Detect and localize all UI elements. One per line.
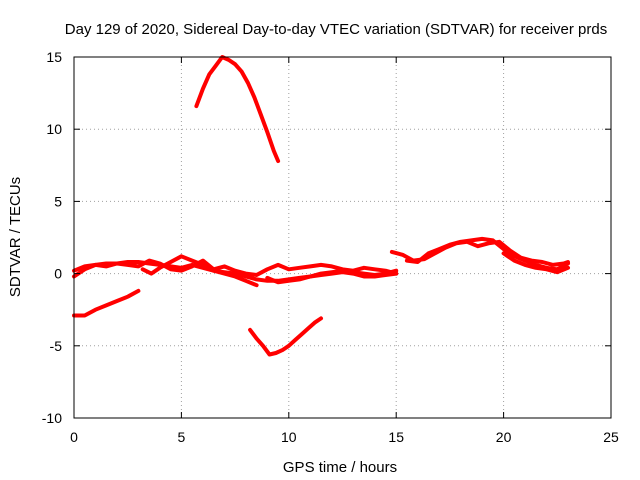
- y-tick-label: 5: [54, 193, 62, 209]
- y-axis-label: SDTVAR / TECUs: [7, 177, 24, 297]
- x-tick-label: 0: [70, 429, 78, 445]
- tick-labels: 0 5 10 15 20 25 -10 -5 0 5 10 15: [42, 49, 619, 445]
- series-line-track-2: [72, 258, 399, 279]
- y-tick-label: 15: [46, 49, 62, 65]
- series-layer: [72, 55, 570, 357]
- series-line-arc-upper: [194, 55, 281, 163]
- x-axis-label: GPS time / hours: [283, 459, 397, 476]
- plot-frame: [73, 56, 612, 419]
- y-tick-label: -10: [42, 410, 62, 426]
- y-tick-label: 0: [54, 266, 62, 282]
- series-line-track-lower-left: [72, 288, 141, 318]
- series-line-track-6: [404, 236, 570, 272]
- x-tick-label: 20: [496, 429, 512, 445]
- x-tick-label: 10: [281, 429, 297, 445]
- x-tick-label: 5: [178, 429, 186, 445]
- y-tick-label: -5: [50, 338, 63, 354]
- grid-lines: [74, 57, 611, 418]
- series-line-track-7: [501, 251, 570, 275]
- chart-title: Day 129 of 2020, Sidereal Day-to-day VTE…: [65, 21, 607, 38]
- series-line-arc-lower: [248, 316, 323, 357]
- series-line-track-4: [265, 270, 399, 285]
- series-line-track-3: [140, 254, 259, 288]
- x-tick-label: 15: [388, 429, 404, 445]
- y-tick-label: 10: [46, 121, 62, 137]
- x-tick-label: 25: [603, 429, 619, 445]
